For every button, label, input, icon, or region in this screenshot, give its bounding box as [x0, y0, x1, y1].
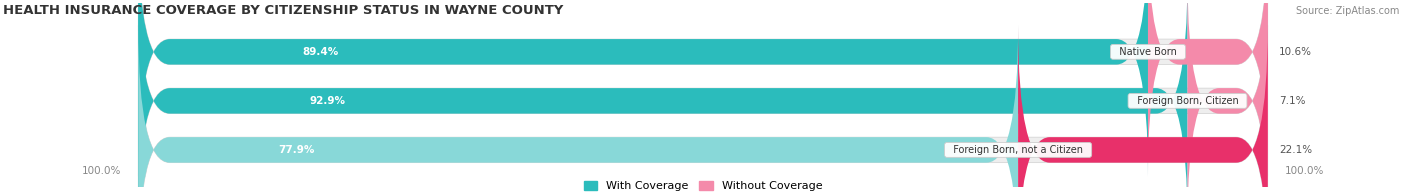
FancyBboxPatch shape — [138, 0, 1188, 196]
Text: Foreign Born, not a Citizen: Foreign Born, not a Citizen — [948, 145, 1090, 155]
Text: 77.9%: 77.9% — [278, 145, 315, 155]
Text: 100.0%: 100.0% — [82, 165, 121, 176]
FancyBboxPatch shape — [138, 25, 1018, 196]
FancyBboxPatch shape — [138, 0, 1268, 176]
Text: Foreign Born, Citizen: Foreign Born, Citizen — [1130, 96, 1244, 106]
Text: 100.0%: 100.0% — [1285, 165, 1324, 176]
FancyBboxPatch shape — [138, 0, 1268, 196]
Text: Native Born: Native Born — [1114, 47, 1182, 57]
Text: 92.9%: 92.9% — [309, 96, 344, 106]
Text: 89.4%: 89.4% — [302, 47, 339, 57]
Text: HEALTH INSURANCE COVERAGE BY CITIZENSHIP STATUS IN WAYNE COUNTY: HEALTH INSURANCE COVERAGE BY CITIZENSHIP… — [3, 4, 564, 17]
Text: 22.1%: 22.1% — [1279, 145, 1312, 155]
FancyBboxPatch shape — [1018, 25, 1268, 196]
FancyBboxPatch shape — [138, 0, 1147, 176]
Legend: With Coverage, Without Coverage: With Coverage, Without Coverage — [579, 177, 827, 196]
Text: 7.1%: 7.1% — [1279, 96, 1306, 106]
FancyBboxPatch shape — [1188, 0, 1268, 196]
FancyBboxPatch shape — [138, 25, 1268, 196]
FancyBboxPatch shape — [1147, 0, 1268, 176]
Text: Source: ZipAtlas.com: Source: ZipAtlas.com — [1295, 6, 1399, 16]
Text: 10.6%: 10.6% — [1279, 47, 1312, 57]
